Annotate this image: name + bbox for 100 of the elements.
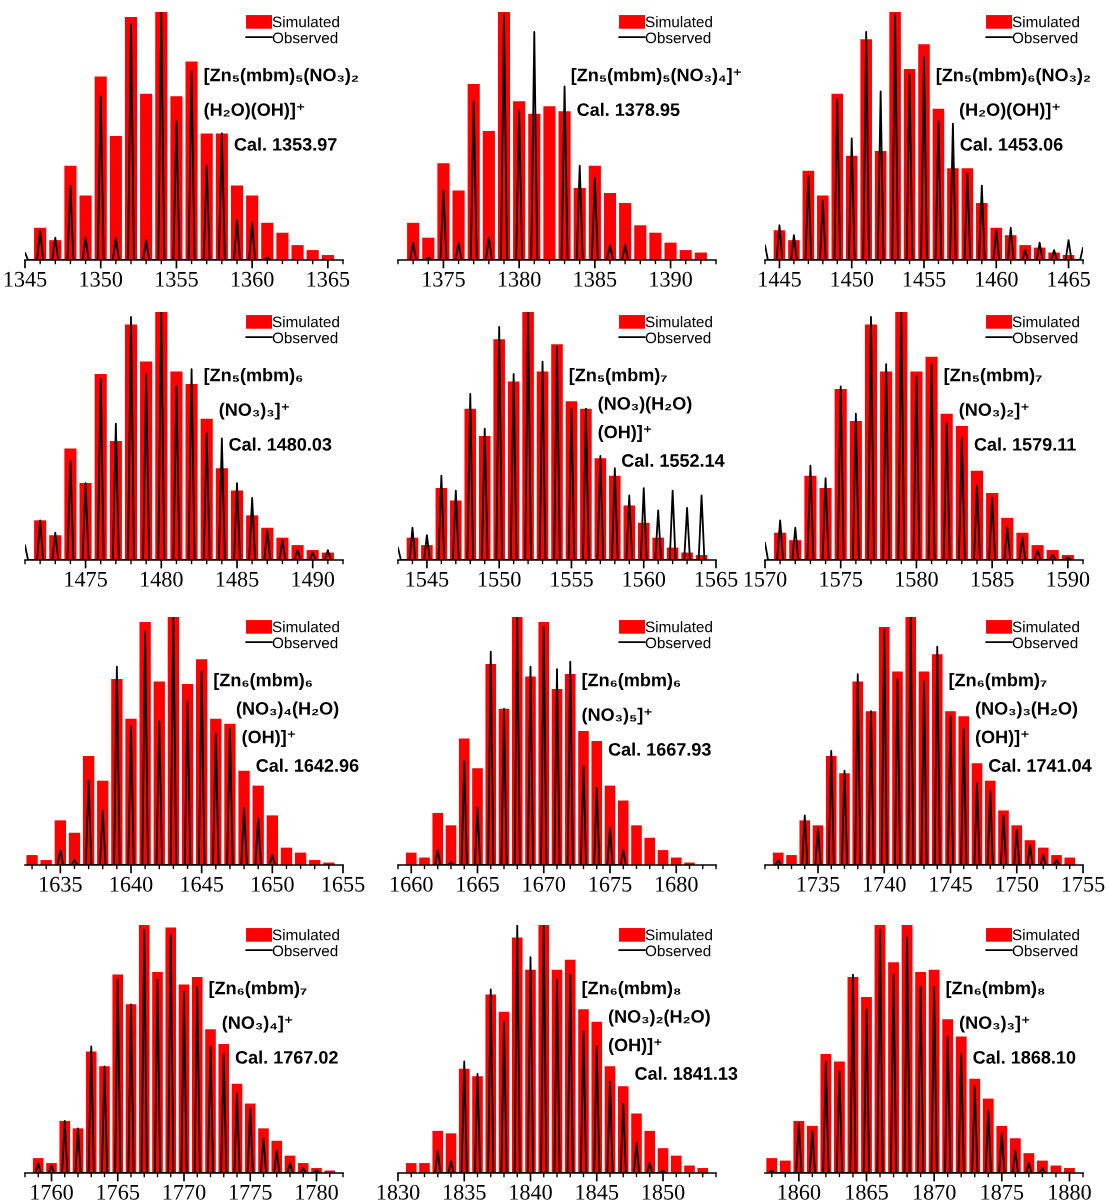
x-tick-label: 1750: [996, 876, 1039, 892]
x-tick-label: 1645: [181, 876, 224, 892]
x-tick-label: 1570: [744, 571, 787, 587]
bar: [664, 242, 677, 260]
x-tick-label: 1755: [1062, 876, 1105, 892]
x-tick-label: 1650: [252, 876, 294, 892]
annotation: [Zn₅(mbm)₅(NO₃)₂: [204, 68, 358, 85]
bar: [679, 250, 692, 260]
bar: [779, 1160, 791, 1173]
bar: [280, 847, 293, 865]
legend-label: Observed: [1012, 332, 1078, 344]
bar: [617, 800, 629, 865]
legend-label: Observed: [1012, 32, 1078, 44]
annotation: [Zn₅(mbm)₇: [944, 368, 1042, 385]
bar: [634, 225, 647, 260]
x-tick-label: 1775: [229, 1184, 272, 1200]
bar: [276, 232, 289, 260]
bar: [543, 106, 556, 260]
annotation: Cal. 1868.10: [973, 1050, 1076, 1064]
x-tick-label: 1490: [292, 571, 335, 587]
x-tick-label: 1550: [478, 571, 521, 587]
annotation: [Zn₆(mbm)₇: [209, 981, 307, 998]
bar: [109, 136, 122, 260]
annotation: (OH)]⁺: [608, 1038, 662, 1055]
legend-label: Simulated: [1012, 316, 1079, 328]
annotation: Cal. 1741.04: [989, 758, 1092, 772]
legend-label: Observed: [1012, 637, 1078, 649]
x-tick-label: 1670: [523, 876, 566, 892]
x-tick-label: 1465: [1048, 271, 1090, 287]
legend-label: Simulated: [272, 16, 339, 28]
bar: [649, 232, 662, 260]
annotation: [Zn₆(mbm)₆: [214, 673, 312, 690]
x-tick-label: 1350: [80, 271, 123, 287]
bar: [140, 93, 153, 260]
x-tick-label: 1770: [163, 1184, 206, 1200]
x-tick-label: 1640: [110, 876, 153, 892]
x-tick-label: 1680: [655, 876, 698, 892]
annotation: Cal. 1378.95: [577, 102, 680, 117]
x-tick-label: 1870: [913, 1184, 956, 1200]
annotation: (H₂O)(OH)]⁺: [204, 102, 305, 120]
x-tick-label: 1390: [650, 271, 692, 287]
legend-label: Simulated: [645, 621, 712, 633]
x-tick-label: 1585: [971, 571, 1014, 587]
bar: [786, 855, 797, 865]
x-tick-label: 1450: [831, 271, 874, 287]
legend-label: Observed: [272, 332, 338, 344]
x-tick-label: 1380: [498, 271, 541, 287]
x-tick-label: 1840: [510, 1184, 552, 1200]
bar: [405, 1163, 417, 1173]
bar: [670, 1155, 682, 1173]
annotation: Cal. 1841.13: [635, 1066, 738, 1080]
annotation: (H₂O)(OH)]⁺: [959, 102, 1060, 120]
annotation: Cal. 1642.96: [256, 758, 359, 772]
bar: [603, 193, 617, 260]
annotation: [Zn₅(mbm)₆(NO₃)₂: [936, 68, 1091, 85]
annotation: (NO₃)₄]⁺: [222, 1015, 293, 1033]
bar: [452, 190, 465, 260]
legend-label: Simulated: [645, 316, 712, 328]
annotation: (OH)]⁺: [598, 425, 652, 442]
bar: [631, 825, 642, 865]
x-tick-label: 1365: [307, 271, 350, 287]
x-tick-label: 1360: [231, 271, 274, 287]
x-tick-label: 1480: [141, 571, 183, 587]
annotation: (NO₃)₂(H₂O): [608, 1009, 710, 1027]
bar: [445, 825, 457, 865]
x-tick-label: 1345: [4, 271, 47, 287]
x-tick-label: 1580: [896, 571, 938, 587]
legend-label: Simulated: [272, 929, 339, 941]
bar: [266, 815, 278, 865]
legend-label: Observed: [272, 32, 338, 44]
legend-label: Simulated: [272, 621, 339, 633]
x-tick-label: 1475: [65, 571, 107, 587]
bar: [644, 1130, 656, 1173]
x-tick-label: 1880: [1049, 1184, 1091, 1200]
x-tick-label: 1850: [642, 1184, 685, 1200]
x-tick-label: 1845: [576, 1184, 619, 1200]
annotation: [Zn₅(mbm)₆: [204, 368, 303, 385]
x-tick-label: 1565: [695, 571, 738, 587]
legend-label: Simulated: [272, 316, 339, 328]
bar: [619, 202, 632, 260]
x-tick-label: 1875: [981, 1184, 1024, 1200]
x-tick-label: 1545: [406, 571, 449, 587]
annotation: Cal. 1552.14: [622, 453, 725, 467]
bar: [405, 852, 417, 865]
legend-label: Observed: [645, 332, 711, 344]
legend-label: Simulated: [1012, 929, 1079, 941]
legend-label: Observed: [272, 945, 338, 957]
bar: [419, 1163, 430, 1173]
bar: [26, 855, 38, 865]
x-tick-label: 1765: [97, 1184, 140, 1200]
annotation: Cal. 1767.02: [235, 1050, 338, 1064]
annotation: [Zn₅(mbm)₅(NO₃)₄]⁺: [571, 68, 741, 85]
bar: [306, 250, 319, 260]
annotation: Cal. 1453.06: [960, 137, 1063, 151]
legend-label: Observed: [272, 637, 338, 649]
legend-label: Observed: [645, 32, 711, 44]
annotation: [Zn₆(mbm)₆: [582, 673, 681, 690]
annotation: (OH)]⁺: [975, 730, 1029, 747]
bar: [422, 237, 435, 260]
x-tick-label: 1635: [40, 876, 82, 892]
